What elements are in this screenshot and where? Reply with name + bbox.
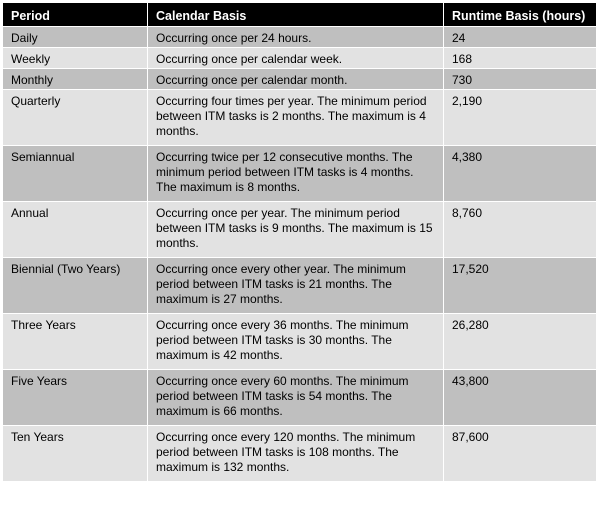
runtime-hours-cell: 43,800 [443,369,597,426]
period-cell: Semiannual [2,145,148,202]
calendar-basis-cell: Occurring once every 120 months. The min… [147,425,444,482]
period-cell: Ten Years [2,425,148,482]
period-cell: Monthly [2,68,148,90]
period-cell: Weekly [2,47,148,69]
table-row: Monthly Occurring once per calendar mont… [2,68,597,90]
calendar-basis-cell: Occurring once every other year. The min… [147,257,444,314]
calendar-basis-cell: Occurring twice per 12 consecutive month… [147,145,444,202]
table-row: Annual Occurring once per year. The mini… [2,201,597,258]
itm-period-table: Period Calendar Basis Runtime Basis (hou… [2,2,597,482]
header-period: Period [2,2,148,27]
runtime-hours-cell: 2,190 [443,89,597,146]
period-cell: Daily [2,26,148,48]
runtime-hours-cell: 17,520 [443,257,597,314]
period-cell: Biennial (Two Years) [2,257,148,314]
table-row: Three Years Occurring once every 36 mont… [2,313,597,370]
calendar-basis-cell: Occurring once per calendar month. [147,68,444,90]
table-row: Daily Occurring once per 24 hours. 24 [2,26,597,48]
period-cell: Five Years [2,369,148,426]
calendar-basis-cell: Occurring once per calendar week. [147,47,444,69]
runtime-hours-cell: 26,280 [443,313,597,370]
header-runtime-basis: Runtime Basis (hours) [443,2,597,27]
table-header-row: Period Calendar Basis Runtime Basis (hou… [2,2,597,27]
runtime-hours-cell: 730 [443,68,597,90]
period-cell: Quarterly [2,89,148,146]
table-row: Five Years Occurring once every 60 month… [2,369,597,426]
header-calendar-basis: Calendar Basis [147,2,444,27]
itm-period-table-container: Period Calendar Basis Runtime Basis (hou… [2,2,597,482]
period-cell: Annual [2,201,148,258]
table-row: Semiannual Occurring twice per 12 consec… [2,145,597,202]
period-cell: Three Years [2,313,148,370]
calendar-basis-cell: Occurring once every 60 months. The mini… [147,369,444,426]
calendar-basis-cell: Occurring four times per year. The minim… [147,89,444,146]
runtime-hours-cell: 4,380 [443,145,597,202]
runtime-hours-cell: 87,600 [443,425,597,482]
calendar-basis-cell: Occurring once every 36 months. The mini… [147,313,444,370]
calendar-basis-cell: Occurring once per 24 hours. [147,26,444,48]
runtime-hours-cell: 168 [443,47,597,69]
runtime-hours-cell: 24 [443,26,597,48]
runtime-hours-cell: 8,760 [443,201,597,258]
table-row: Ten Years Occurring once every 120 month… [2,425,597,482]
table-row: Quarterly Occurring four times per year.… [2,89,597,146]
table-row: Biennial (Two Years) Occurring once ever… [2,257,597,314]
calendar-basis-cell: Occurring once per year. The minimum per… [147,201,444,258]
table-row: Weekly Occurring once per calendar week.… [2,47,597,69]
